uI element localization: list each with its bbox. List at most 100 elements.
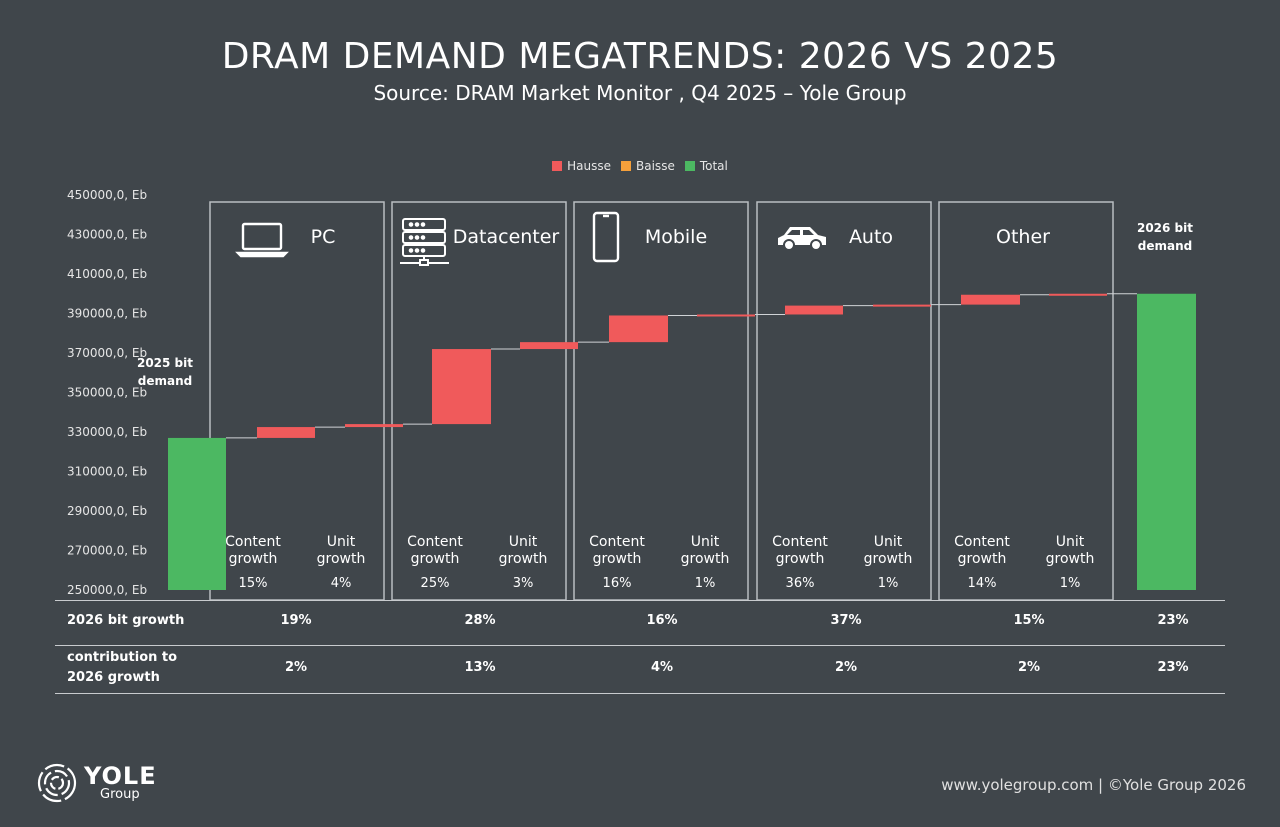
content-growth-label: Content <box>954 534 1010 550</box>
increase-bar <box>961 294 1020 305</box>
legend-item-baisse: Baisse <box>621 159 675 173</box>
unit-growth-value: 4% <box>331 576 352 591</box>
content-growth-label: growth <box>411 551 460 567</box>
yole-logo[interactable]: YOLE Group <box>36 762 157 804</box>
increase-bar <box>697 314 755 317</box>
start-bar-label: 2025 bit demand <box>136 356 193 388</box>
unit-growth-label: Unit <box>691 534 720 550</box>
content-growth-label: growth <box>958 551 1007 567</box>
unit-growth-label: Unit <box>1056 534 1085 550</box>
unit-growth-label: growth <box>317 551 366 567</box>
bit-growth-cell: 23% <box>1157 613 1189 628</box>
content-growth-label: growth <box>229 551 278 567</box>
content-growth-label: Content <box>225 534 281 550</box>
content-growth-value: 14% <box>968 576 997 591</box>
increase-bar <box>520 342 578 350</box>
contribution-cell: 4% <box>650 660 674 675</box>
unit-growth-label: Unit <box>874 534 903 550</box>
y-tick-label: 450000,0, Eb <box>67 188 147 202</box>
total-bar <box>168 437 226 590</box>
contribution-label-line1: contribution to <box>67 650 178 665</box>
contribution-label-line2: 2026 growth <box>67 670 160 685</box>
server-icon <box>400 218 449 266</box>
content-growth-label: Content <box>589 534 645 550</box>
chart-subtitle: Source: DRAM Market Monitor , Q4 2025 – … <box>373 81 907 105</box>
bit-growth-cell: 16% <box>646 613 678 628</box>
unit-growth-label: growth <box>1046 551 1095 567</box>
smartphone-icon <box>592 211 620 263</box>
contribution-cell: 2% <box>834 660 858 675</box>
content-growth-label: growth <box>593 551 642 567</box>
legend-swatch-baisse <box>621 161 632 171</box>
logo-wordmark: YOLE <box>84 762 157 790</box>
table-top-rule <box>55 600 1225 601</box>
y-tick-label: 410000,0, Eb <box>67 267 147 281</box>
bit-growth-cell: 37% <box>830 613 862 628</box>
logo-subtext: Group <box>100 787 140 802</box>
unit-growth-value: 1% <box>878 576 899 591</box>
end-bar-label: 2026 bit demand <box>1136 221 1193 253</box>
legend-swatch-total <box>684 161 695 171</box>
table-bottom-rule <box>55 693 1225 694</box>
legend-swatch-hausse <box>552 161 563 171</box>
y-tick-label: 370000,0, Eb <box>67 346 147 360</box>
unit-growth-value: 1% <box>1060 576 1081 591</box>
unit-growth-value: 3% <box>513 576 534 591</box>
category-name: PC <box>311 226 336 248</box>
table-middle-rule <box>55 645 1225 646</box>
content-growth-label: Content <box>407 534 463 550</box>
increase-bar <box>609 315 668 343</box>
legend-item-total: Total <box>684 159 728 173</box>
unit-growth-value: 1% <box>695 576 716 591</box>
legend-label-baisse: Baisse <box>636 159 675 173</box>
legend-label-total: Total <box>699 159 728 173</box>
legend-item-hausse: Hausse <box>552 159 611 173</box>
content-growth-value: 25% <box>421 576 450 591</box>
bit-growth-cell: 19% <box>280 613 312 628</box>
y-tick-label: 390000,0, Eb <box>67 307 147 321</box>
total-bar <box>1137 293 1196 590</box>
y-tick-label: 290000,0, Eb <box>67 504 147 518</box>
content-growth-value: 36% <box>786 576 815 591</box>
category-name: Other <box>996 226 1050 248</box>
bit-growth-cell: 15% <box>1013 613 1045 628</box>
bit-growth-label: 2026 bit growth <box>67 613 185 628</box>
contribution-cell: 2% <box>284 660 308 675</box>
y-tick-label: 250000,0, Eb <box>67 583 147 597</box>
unit-growth-label: Unit <box>509 534 538 550</box>
unit-growth-label: Unit <box>327 534 356 550</box>
yole-logo-icon <box>37 763 77 803</box>
legend-label-hausse: Hausse <box>567 159 612 173</box>
category-name: Mobile <box>645 226 707 248</box>
chart-title: DRAM DEMAND MEGATRENDS: 2026 VS 2025 <box>221 36 1059 77</box>
waterfall-chart: 450000,0, Eb 430000,0, Eb 410000,0, Eb 3900… <box>67 188 1196 601</box>
increase-bar <box>1049 293 1107 296</box>
unit-growth-label: growth <box>499 551 548 567</box>
bit-growth-cell: 28% <box>464 613 496 628</box>
unit-growth-label: growth <box>864 551 913 567</box>
y-tick-label: 310000,0, Eb <box>67 465 147 479</box>
laptop-icon <box>235 222 289 258</box>
footer-credit[interactable]: www.yolegroup.com | ©Yole Group 2026 <box>941 776 1246 794</box>
y-tick-label: 430000,0, Eb <box>67 228 147 242</box>
content-growth-label: Content <box>772 534 828 550</box>
legend: Hausse Baisse Total <box>0 159 1280 173</box>
unit-growth-label: growth <box>681 551 730 567</box>
y-tick-label: 330000,0, Eb <box>67 425 147 439</box>
increase-bar <box>785 305 843 315</box>
increase-bar <box>873 304 931 307</box>
y-tick-label: 350000,0, Eb <box>67 386 147 400</box>
y-tick-label: 270000,0, Eb <box>67 544 147 558</box>
increase-bar <box>432 349 491 425</box>
contribution-cell: 13% <box>464 660 496 675</box>
increase-bar <box>257 427 315 438</box>
contribution-cell: 2% <box>1017 660 1041 675</box>
increase-bar <box>345 424 403 428</box>
contribution-cell: 23% <box>1157 660 1189 675</box>
content-growth-value: 16% <box>603 576 632 591</box>
content-growth-label: growth <box>776 551 825 567</box>
content-growth-value: 15% <box>239 576 268 591</box>
category-name: Auto <box>849 226 893 248</box>
car-icon <box>778 227 826 251</box>
category-name: Datacenter <box>453 226 560 248</box>
